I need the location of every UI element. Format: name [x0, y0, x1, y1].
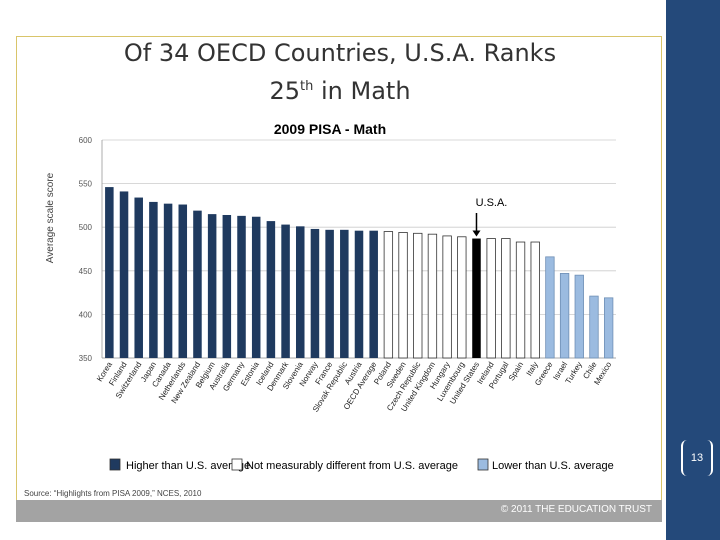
y-tick-label: 550 [79, 180, 93, 189]
bar-israel [559, 273, 570, 359]
bar-greece [545, 256, 555, 359]
bar-austria [354, 230, 364, 358]
bar-slovenia [295, 226, 305, 358]
bar-czech-republic [413, 232, 423, 359]
bar-norway [310, 228, 320, 358]
title-line-1: Of 34 OECD Countries, U.S.A. Ranks [123, 39, 557, 67]
bar-france [325, 229, 334, 358]
bar-slovak-republic [340, 229, 349, 358]
bar-germany [237, 215, 246, 358]
page-number: 13 [681, 440, 713, 476]
legend-swatch-higher [109, 458, 121, 471]
bar-estonia [251, 216, 261, 358]
bar-italy [530, 241, 540, 359]
y-axis-label: Average scale score [45, 172, 56, 263]
bar-chile [589, 295, 599, 359]
bar-luxembourg [457, 236, 467, 359]
y-tick-label: 600 [79, 136, 93, 145]
bar-iceland [266, 221, 276, 358]
bar-switzerland [134, 197, 143, 358]
bar-united-states [472, 238, 481, 358]
title-line-2: 25th in Math [70, 70, 610, 108]
usa-arrow-head [472, 230, 481, 237]
bar-denmark [281, 224, 290, 358]
bar-spain [515, 241, 526, 359]
usa-annotation: U.S.A. [476, 197, 508, 209]
bar-japan [149, 201, 158, 358]
rank-number: 25 [269, 77, 301, 105]
legend-label-higher: Higher than U.S. average [126, 460, 250, 472]
bar-oecd-average [369, 230, 378, 358]
bar-hungary [442, 235, 452, 359]
legend-label-lower: Lower than U.S. average [492, 460, 614, 472]
title-subject: in Math [313, 77, 411, 105]
bar-belgium [207, 214, 217, 358]
bar-portugal [501, 238, 511, 359]
bar-netherlands [178, 204, 188, 358]
bar-finland [119, 191, 129, 358]
bar-poland [383, 231, 394, 359]
bar-mexico [603, 297, 614, 359]
footer-copyright: © 2011 THE EDUCATION TRUST [500, 504, 652, 515]
footer-band: © 2011 THE EDUCATION TRUST [16, 500, 662, 522]
bar-ireland [486, 238, 496, 359]
bar-australia [222, 214, 232, 358]
bar-canada [163, 203, 173, 358]
bar-turkey [574, 274, 584, 359]
legend-swatch-same [231, 458, 243, 471]
rank-suffix: th [300, 79, 314, 94]
bar-united-kingdom [427, 233, 438, 359]
source-note: Source: “Highlights from PISA 2009,” NCE… [24, 489, 202, 498]
legend-swatch-lower [477, 458, 489, 471]
y-tick-label: 400 [79, 310, 93, 319]
y-tick-label: 500 [79, 223, 93, 232]
y-tick-label: 450 [79, 267, 93, 276]
y-tick-label: 350 [79, 354, 93, 363]
slide-title: Of 34 OECD Countries, U.S.A. Ranks 25th … [70, 36, 610, 108]
chart-title: 2009 PISA - Math [274, 121, 386, 137]
bar-sweden [398, 232, 408, 359]
bar-new-zealand [193, 210, 202, 358]
x-tick-label: Spain [507, 360, 525, 382]
bar-korea [105, 187, 114, 358]
legend-label-same: Not measurably different from U.S. avera… [246, 460, 458, 472]
